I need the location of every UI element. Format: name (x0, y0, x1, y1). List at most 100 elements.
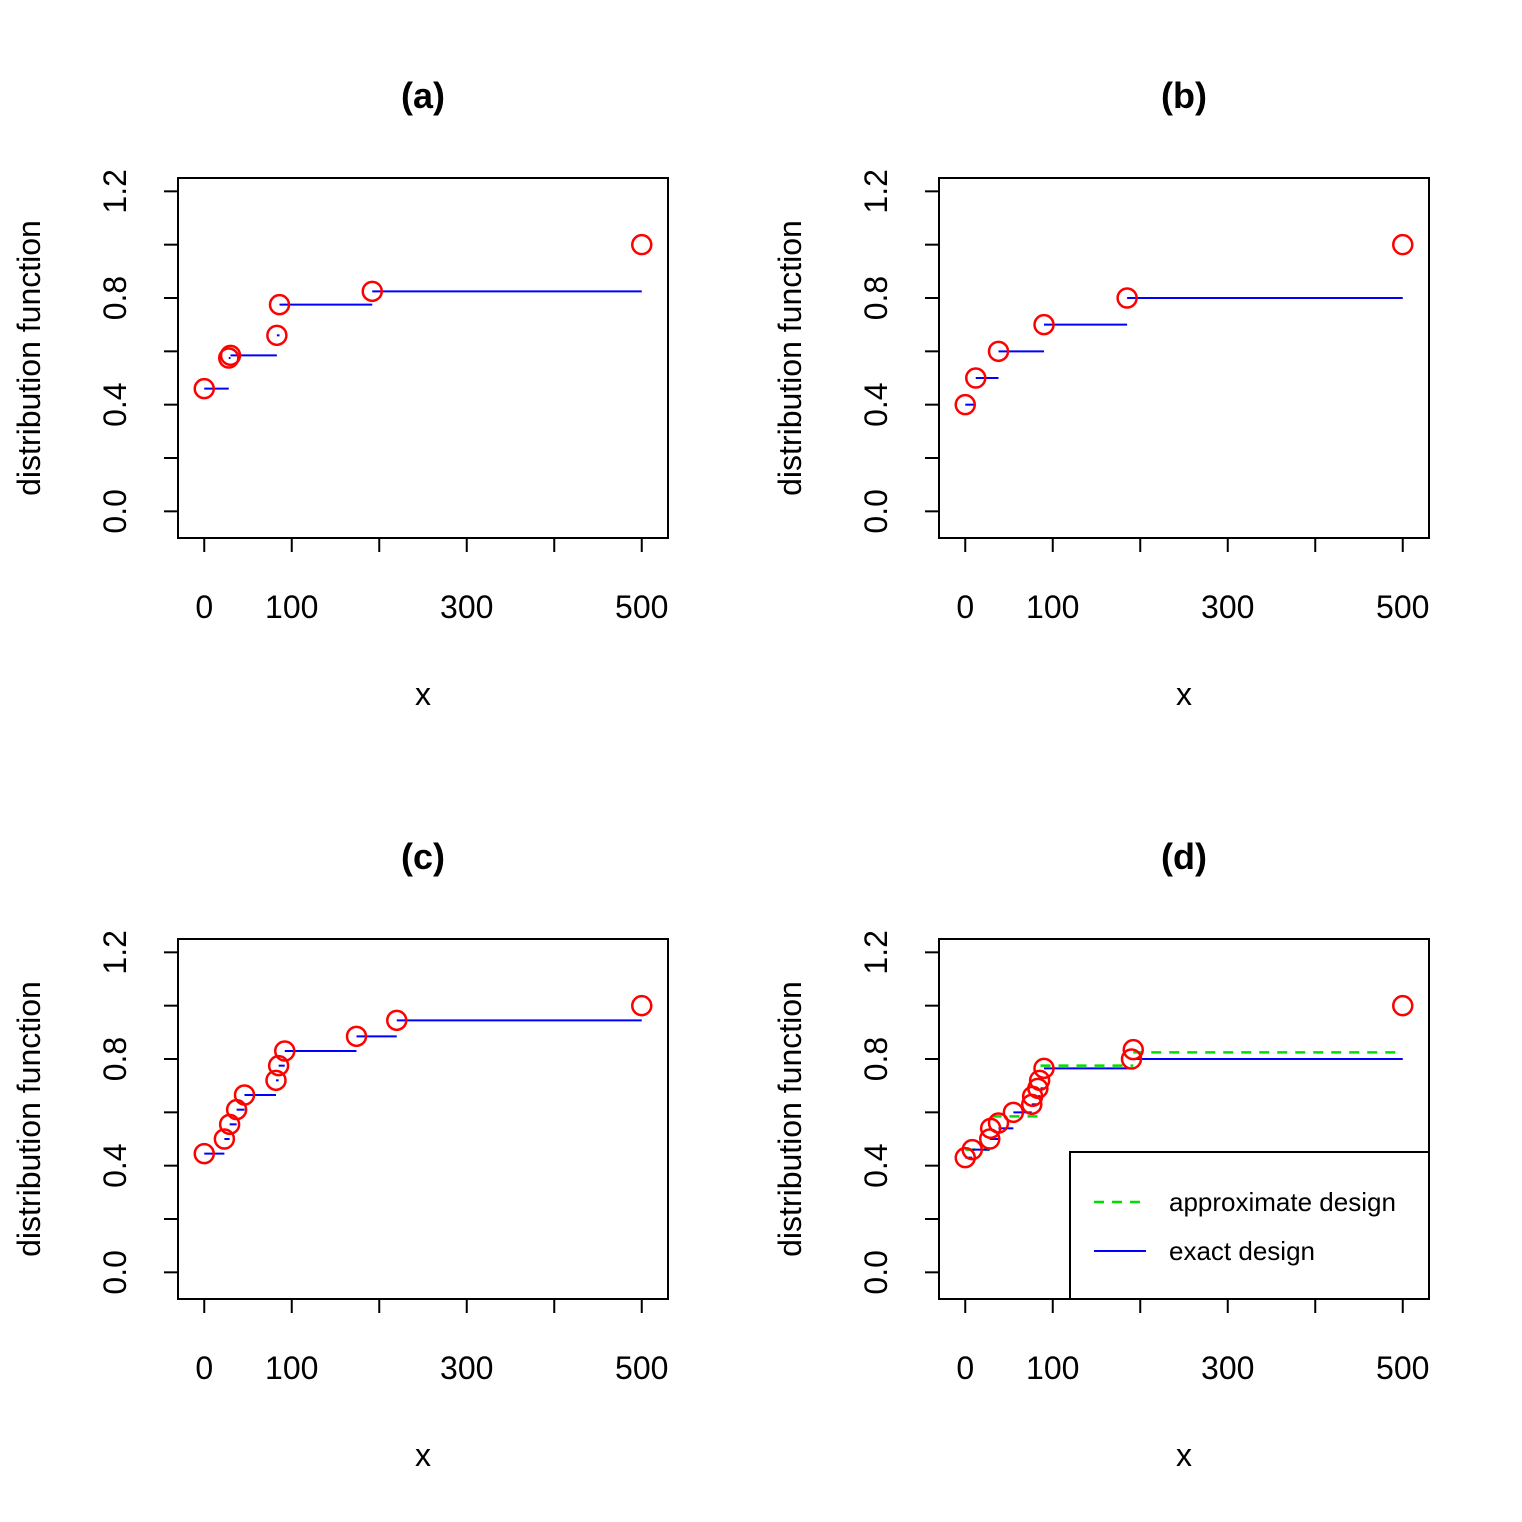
y-tick-label: 0.4 (858, 382, 894, 426)
panel-a-x-axis: 0 100 300 500 x (195, 537, 668, 712)
series-exact-design (204, 1019, 642, 1155)
series-exact-design (965, 297, 1403, 406)
data-point (1033, 1057, 1055, 1080)
x-tick-label: 500 (615, 1350, 668, 1386)
y-axis-label: distribution function (772, 981, 808, 1257)
series-exact-design (965, 1058, 1403, 1159)
data-point (345, 1025, 368, 1048)
panel-b-x-axis: 0 100 300 500 x (956, 537, 1429, 712)
panel-b-frame (938, 177, 1430, 539)
x-tick-label: 300 (1201, 589, 1254, 625)
panel-c-x-axis: 0 100 300 500 x (195, 1298, 668, 1473)
x-tick-label: 100 (1026, 1350, 1079, 1386)
x-tick-label: 0 (956, 589, 974, 625)
y-tick-label: 0.8 (858, 1037, 894, 1081)
panel-a: (a) 0 100 300 500 x 0.0 0.4 0.8 1.2 distribution f… (11, 75, 669, 712)
panel-a-frame (177, 177, 669, 539)
panel-d-points (954, 994, 1414, 1169)
x-axis-label: x (415, 676, 431, 712)
data-point (361, 280, 383, 303)
data-point (219, 344, 242, 367)
legend: approximate design exact design (1069, 1151, 1430, 1300)
data-point (1033, 313, 1055, 336)
panel-a-y-axis: 0.0 0.4 0.8 1.2 distribution function (11, 169, 179, 534)
panel-c-frame (177, 938, 669, 1300)
y-tick-label: 0.4 (97, 382, 133, 426)
y-tick-label: 0.0 (858, 489, 894, 533)
data-point (1028, 1069, 1051, 1092)
x-axis-label: x (1176, 676, 1192, 712)
y-tick-label: 0.0 (97, 1250, 133, 1294)
x-tick-label: 100 (265, 589, 318, 625)
panel-b-y-axis: 0.0 0.4 0.8 1.2 distribution function (772, 169, 940, 534)
y-tick-label: 0.4 (97, 1143, 133, 1187)
y-tick-label: 1.2 (97, 930, 133, 974)
y-tick-label: 1.2 (858, 169, 894, 213)
y-tick-label: 0.0 (858, 1250, 894, 1294)
data-point (987, 340, 1010, 363)
data-point (631, 233, 653, 256)
x-axis-label: x (1176, 1437, 1192, 1473)
y-tick-label: 0.8 (97, 276, 133, 320)
y-tick-label: 1.2 (97, 169, 133, 213)
data-point (1392, 994, 1414, 1017)
panel-d-x-axis: 0 100 300 500 x (956, 1298, 1429, 1473)
data-point (268, 293, 291, 316)
y-axis-label: distribution function (772, 220, 808, 496)
legend-label: exact design (1169, 1236, 1315, 1266)
data-point (1116, 287, 1138, 309)
data-point (961, 1138, 983, 1161)
y-tick-label: 0.0 (97, 489, 133, 533)
data-point (193, 1142, 215, 1165)
x-tick-label: 500 (1376, 1350, 1429, 1386)
x-tick-label: 0 (195, 589, 213, 625)
data-point (274, 1040, 296, 1062)
x-tick-label: 0 (195, 1350, 213, 1386)
x-tick-label: 100 (1026, 589, 1079, 625)
panel-c-title: (c) (401, 836, 445, 877)
data-point (987, 1112, 1010, 1134)
data-point (954, 393, 976, 416)
x-tick-label: 300 (1201, 1350, 1254, 1386)
data-point (631, 994, 653, 1017)
y-tick-label: 0.8 (97, 1037, 133, 1081)
panel-d-title: (d) (1161, 836, 1207, 877)
panel-c-y-axis: 0.0 0.4 0.8 1.2 distribution function (11, 930, 179, 1295)
data-point (386, 1009, 408, 1032)
x-tick-label: 500 (1376, 589, 1429, 625)
series-approximate-design (965, 1051, 1403, 1151)
y-axis-label: distribution function (11, 220, 47, 496)
data-point (233, 1084, 256, 1106)
data-point (213, 1128, 236, 1150)
y-axis-label: distribution function (11, 981, 47, 1257)
x-tick-label: 100 (265, 1350, 318, 1386)
data-point (1002, 1101, 1025, 1124)
data-point (1027, 1077, 1049, 1100)
panel-a-points (193, 233, 653, 400)
y-tick-label: 1.2 (858, 930, 894, 974)
data-point (1120, 1048, 1143, 1070)
data-point (193, 377, 215, 400)
panel-a-title: (a) (401, 75, 445, 116)
legend-box (1069, 1151, 1430, 1300)
panel-d-y-axis: 0.0 0.4 0.8 1.2 distribution function (772, 930, 940, 1295)
panel-b: (b) 0 100 300 500 x 0.0 0.4 0.8 1.2 distribution f… (772, 75, 1430, 712)
x-tick-label: 300 (440, 589, 493, 625)
panel-d: (d) 0 100 300 500 x 0.0 0.4 0.8 1.2 distribution f… (772, 836, 1430, 1473)
legend-label: approximate design (1169, 1187, 1396, 1217)
y-tick-label: 0.4 (858, 1143, 894, 1187)
x-axis-label: x (415, 1437, 431, 1473)
y-tick-label: 0.8 (858, 276, 894, 320)
panel-c-points (193, 994, 653, 1165)
data-point (218, 347, 240, 369)
data-point (979, 1128, 1001, 1150)
x-tick-label: 0 (956, 1350, 974, 1386)
data-point (965, 367, 987, 389)
data-point (266, 324, 288, 347)
panel-b-title: (b) (1161, 75, 1207, 116)
data-point (265, 1069, 287, 1092)
x-tick-label: 500 (615, 589, 668, 625)
x-tick-label: 300 (440, 1350, 493, 1386)
panel-b-points (954, 233, 1414, 416)
